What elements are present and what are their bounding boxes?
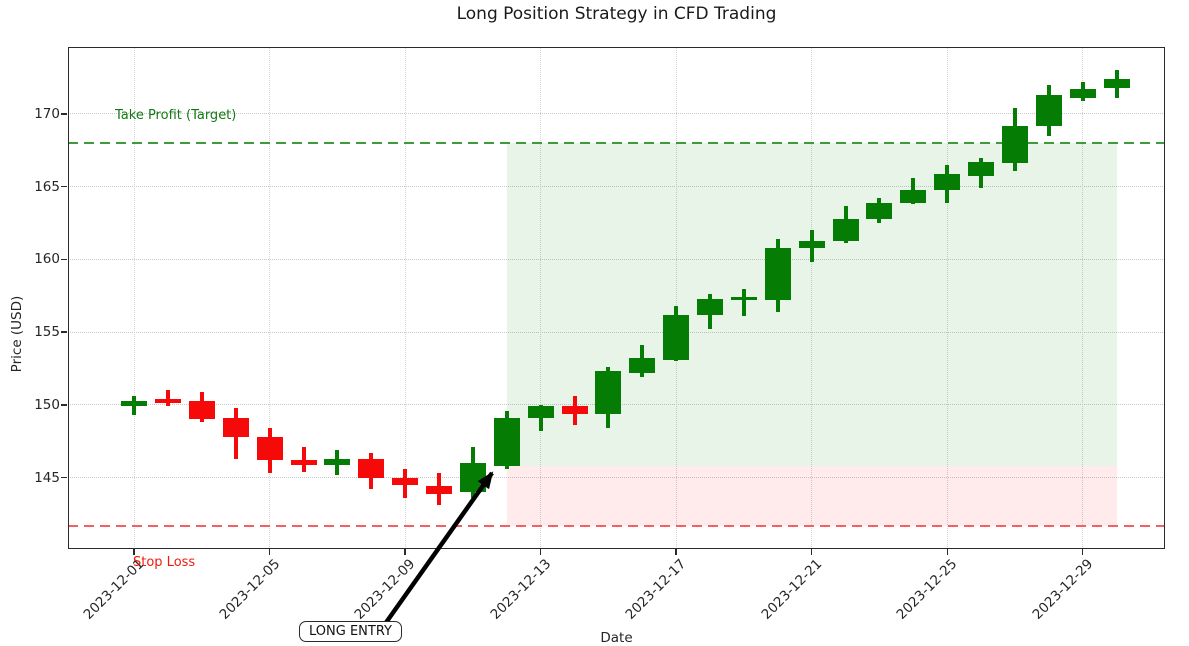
candle-down — [358, 458, 385, 478]
y-tick-label: 165 — [34, 178, 60, 195]
y-tick-label: 170 — [34, 105, 60, 122]
candle-up — [629, 358, 656, 373]
candle-down — [290, 460, 317, 465]
candle-up — [595, 371, 622, 414]
candle-down — [561, 406, 588, 414]
x-tick-label: 2023-12-21 — [758, 556, 826, 623]
x-tick-label: 2023-12-29 — [1029, 556, 1097, 623]
candle-up — [1103, 79, 1130, 88]
candle-up — [663, 314, 690, 360]
y-tick-label: 145 — [34, 469, 60, 486]
x-axis-title: Date — [600, 630, 633, 646]
h-gridline — [68, 258, 1165, 260]
h-gridline — [68, 113, 1165, 115]
candle-up — [121, 400, 148, 407]
x-tick-label: 2023-12-25 — [893, 556, 961, 623]
v-gridline — [540, 47, 542, 549]
v-gridline — [811, 47, 813, 549]
candle-up — [527, 406, 554, 419]
v-gridline — [404, 47, 406, 549]
candle-down — [222, 418, 249, 437]
candle-down — [188, 400, 215, 420]
x-tick-mark — [268, 549, 271, 555]
long-entry-annotation: LONG ENTRY — [299, 621, 402, 642]
candle-down — [256, 436, 283, 461]
chart-title: Long Position Strategy in CFD Trading — [456, 4, 777, 24]
v-gridline — [269, 47, 271, 549]
candle-up — [1035, 95, 1062, 126]
x-tick-mark — [539, 549, 542, 555]
x-tick-label: 2023-12-13 — [487, 556, 554, 623]
candle-up — [1069, 89, 1096, 98]
v-gridline — [1082, 47, 1084, 549]
take-profit-line — [68, 142, 1165, 145]
y-tick-label: 155 — [34, 324, 60, 341]
v-gridline — [946, 47, 948, 549]
take-profit-label: Take Profit (Target) — [115, 108, 237, 123]
y-axis-title: Price (USD) — [9, 295, 25, 373]
candle-down — [154, 399, 181, 404]
candle-up — [832, 218, 859, 241]
candle-up — [493, 418, 520, 467]
candle-up — [764, 247, 791, 301]
x-tick-mark — [404, 549, 406, 555]
candle-up — [968, 161, 995, 177]
candle-up — [934, 173, 961, 190]
x-tick-mark — [675, 549, 677, 555]
h-gridline — [68, 477, 1165, 479]
y-tick-label: 150 — [34, 396, 60, 413]
h-gridline — [68, 331, 1165, 333]
candle-up — [1001, 125, 1028, 164]
x-tick-label: 2023-12-17 — [622, 556, 690, 623]
candle-up — [798, 240, 825, 248]
y-tick-mark — [61, 331, 67, 333]
y-tick-label: 160 — [34, 251, 60, 268]
y-tick-mark — [61, 113, 67, 115]
x-tick-mark — [811, 549, 813, 555]
y-tick-mark — [61, 477, 67, 479]
x-tick-mark — [133, 549, 135, 555]
y-tick-mark — [61, 258, 67, 261]
loss-zone — [506, 466, 1117, 526]
candle-up — [866, 202, 893, 219]
y-tick-mark — [61, 185, 67, 188]
stop-loss-line — [68, 524, 1165, 527]
candle-wick-up — [538, 404, 543, 432]
candle-up — [697, 298, 724, 315]
candle-up — [730, 297, 757, 301]
x-tick-mark — [1082, 549, 1084, 555]
candle-wick-down — [165, 390, 170, 407]
candle-wick-up — [741, 288, 746, 317]
y-tick-mark — [61, 404, 67, 406]
v-gridline — [675, 47, 677, 549]
plot-border — [68, 47, 1165, 549]
x-tick-mark — [946, 549, 948, 555]
stop-loss-label: Stop Loss — [133, 555, 196, 570]
candle-wick-down — [301, 447, 306, 472]
candle-up — [324, 458, 351, 465]
v-gridline — [133, 47, 135, 549]
candle-up — [900, 189, 927, 203]
h-gridline — [68, 186, 1165, 188]
x-tick-label: 2023-12-05 — [216, 556, 283, 623]
